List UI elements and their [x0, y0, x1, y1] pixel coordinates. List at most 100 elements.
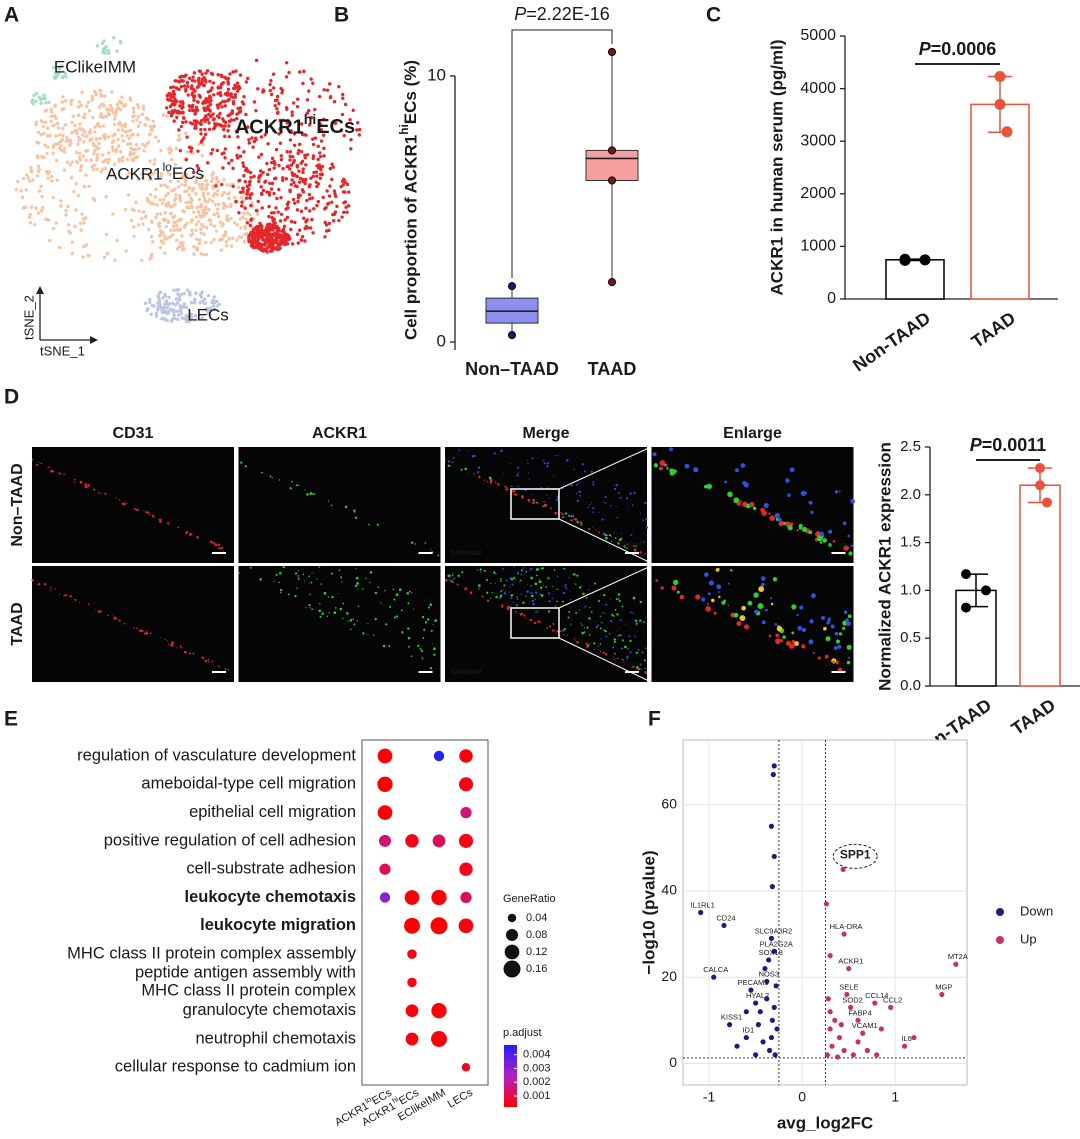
- cell-signal: [620, 537, 623, 541]
- cell-signal: [617, 541, 620, 545]
- cell-dot: [217, 214, 221, 219]
- cell-dot: [344, 205, 348, 209]
- cell-dot: [273, 104, 277, 108]
- cell-signal: [824, 654, 829, 659]
- cell-signal: [517, 571, 519, 573]
- cell-signal: [353, 509, 356, 512]
- cell-signal: [505, 486, 508, 489]
- cell-signal: [611, 613, 614, 616]
- cell-dot: [103, 132, 107, 137]
- cell-dot: [29, 205, 34, 209]
- cell-signal: [318, 609, 322, 613]
- cell-dot: [222, 190, 226, 195]
- point: [836, 1034, 843, 1041]
- cell-dot: [164, 224, 168, 229]
- cell-dot: [180, 171, 185, 175]
- cell-dot: [348, 118, 352, 122]
- cell-signal: [580, 521, 582, 524]
- cell-signal: [104, 492, 107, 495]
- cell-dot: [293, 220, 297, 225]
- cell-signal: [352, 618, 355, 620]
- cell-signal: [411, 592, 413, 594]
- cell-dot: [206, 311, 210, 316]
- cell-dot: [221, 206, 226, 211]
- cell-signal: [785, 640, 792, 646]
- cell-signal: [644, 671, 648, 674]
- cell-dot: [92, 148, 97, 153]
- cell-dot: [245, 211, 250, 215]
- cell-dot: [136, 124, 141, 128]
- cell-signal: [506, 488, 508, 491]
- cell-dot: [277, 163, 281, 168]
- cell-dot: [288, 150, 293, 154]
- x-tick-label: TAAD: [1008, 695, 1059, 739]
- cell-dot: [36, 164, 41, 169]
- cell-signal: [532, 493, 534, 496]
- cell-signal: [95, 609, 97, 611]
- panel-label: F: [648, 708, 661, 731]
- point: [832, 1017, 838, 1023]
- cell-signal: [612, 615, 615, 617]
- point: [764, 996, 770, 1002]
- cell-dot: [197, 142, 201, 146]
- cell-dot: [104, 195, 108, 199]
- y-tick-label: 1.5: [900, 534, 921, 551]
- cell-signal: [609, 597, 612, 600]
- cell-signal: [335, 607, 337, 609]
- cell-signal: [393, 598, 396, 601]
- cell-signal: [576, 574, 579, 577]
- cell-signal: [633, 548, 635, 550]
- cell-dot: [225, 214, 230, 218]
- cell-dot: [267, 167, 272, 172]
- point-label: HLA-DRA: [830, 922, 863, 931]
- cell-signal: [512, 601, 514, 604]
- cell-signal: [536, 584, 538, 586]
- cell-signal: [787, 525, 793, 531]
- cell-signal: [341, 581, 343, 583]
- cell-dot: [195, 179, 199, 183]
- cell-signal: [640, 622, 642, 624]
- cell-signal: [588, 588, 590, 591]
- cell-dot: [244, 217, 248, 221]
- term-label: ameboidal-type cell migration: [141, 775, 356, 793]
- cell-signal: [63, 473, 65, 475]
- cell-dot: [248, 170, 253, 175]
- cell-signal: [592, 481, 594, 484]
- cell-signal: [570, 469, 572, 471]
- cell-signal: [821, 615, 826, 620]
- cell-dot: [227, 196, 231, 201]
- cell-dot: [146, 306, 150, 311]
- cell-signal: [344, 505, 348, 509]
- cell-dot: [81, 255, 85, 259]
- text-part: lo: [163, 160, 173, 174]
- cell-dot: [177, 194, 182, 198]
- cell-dot: [288, 154, 292, 158]
- cell-signal: [282, 565, 285, 569]
- cell-signal: [752, 506, 757, 511]
- cell-dot: [14, 187, 18, 192]
- cell-signal: [613, 487, 617, 491]
- cell-signal: [171, 641, 174, 645]
- cell-signal: [641, 651, 644, 654]
- cell-dot: [285, 238, 290, 242]
- cell-signal: [376, 523, 379, 526]
- cell-signal: [97, 610, 100, 613]
- cell-dot: [78, 221, 83, 225]
- cell-signal: [834, 490, 839, 494]
- cell-dot: [307, 209, 312, 213]
- cell-signal: [278, 581, 280, 584]
- cell-dot: [182, 225, 187, 229]
- cell-signal: [734, 500, 738, 504]
- cell-dot: [238, 109, 242, 113]
- cell-signal: [450, 580, 453, 583]
- cell-dot: [39, 184, 43, 189]
- dot: [377, 748, 393, 764]
- point: [899, 253, 911, 265]
- cell-dot: [23, 205, 28, 209]
- cell-dot: [168, 307, 173, 312]
- cell-dot: [265, 161, 269, 166]
- cell-dot: [263, 133, 267, 137]
- cell-dot: [271, 233, 276, 237]
- cell-dot: [202, 108, 207, 112]
- point: [834, 1054, 841, 1060]
